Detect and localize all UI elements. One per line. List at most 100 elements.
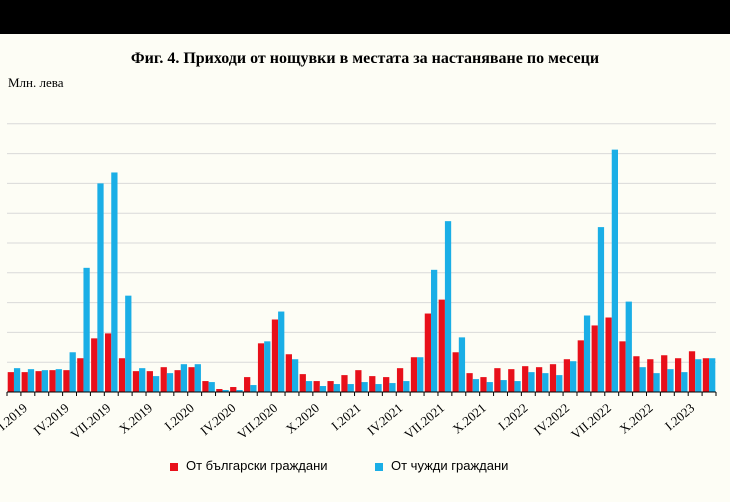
bar-bulgarian-X.2021 (466, 373, 473, 392)
bar-foreign-IV.2019 (55, 369, 62, 392)
bar-foreign-III.2019 (41, 370, 49, 392)
x-tick-label: I.2019 (0, 400, 30, 433)
bar-bulgarian-XI.2020 (313, 381, 320, 392)
x-tick-label: I.2022 (495, 400, 530, 433)
bar-bulgarian-XI.2021 (480, 377, 487, 392)
y-axis-label: Млн. лева (8, 75, 64, 90)
bar-bulgarian-V.2021 (396, 368, 404, 392)
bar-foreign-II.2020 (194, 364, 201, 392)
bar-bulgarian-XII.2020 (327, 381, 334, 392)
bar-foreign-I.2020 (180, 364, 188, 392)
bar-bulgarian-IX.2020 (285, 354, 292, 392)
bar-foreign-II.2022 (528, 372, 535, 392)
legend-item-foreign: От чужди граждани (375, 458, 508, 473)
x-tick-label: IV.2022 (531, 400, 572, 438)
bar-foreign-X.2019 (139, 368, 146, 392)
bar-foreign-VIII.2022 (611, 149, 618, 392)
x-tick-label: IV.2019 (30, 400, 71, 438)
bar-foreign-III.2023 (709, 358, 716, 392)
bar-foreign-II.2023 (695, 359, 702, 392)
bar-foreign-V.2019 (69, 352, 76, 392)
bar-bulgarian-VI.2020 (244, 377, 251, 392)
bar-foreign-III.2022 (542, 373, 549, 392)
bar-foreign-I.2023 (681, 372, 688, 392)
x-tick-label: X.2022 (616, 400, 655, 436)
x-tick-label: X.2019 (116, 400, 155, 436)
top-black-bar (0, 0, 730, 34)
bar-foreign-II.2021 (361, 382, 368, 392)
bar-bulgarian-III.2020 (202, 381, 209, 392)
bar-bulgarian-XI.2019 (146, 371, 153, 392)
bar-bulgarian-VII.2021 (424, 313, 432, 392)
bar-foreign-I.2022 (514, 381, 521, 392)
bar-foreign-VIII.2021 (444, 221, 452, 392)
bar-bulgarian-IX.2022 (619, 341, 626, 392)
bar-bulgarian-I.2020 (174, 370, 181, 392)
bar-bulgarian-II.2021 (355, 370, 362, 392)
bar-foreign-IX.2020 (291, 359, 299, 392)
bar-bulgarian-VI.2021 (410, 357, 418, 392)
bar-bulgarian-IV.2021 (383, 377, 390, 392)
bar-bulgarian-V.2020 (230, 387, 237, 392)
bar-bulgarian-XII.2022 (661, 355, 668, 392)
bar-foreign-III.2020 (208, 382, 215, 392)
bar-bulgarian-III.2023 (702, 358, 710, 392)
bar-foreign-VII.2021 (431, 269, 438, 392)
x-tick-label: VII.2020 (234, 400, 280, 442)
x-tick-label: X.2021 (450, 400, 489, 436)
bar-foreign-XII.2019 (166, 373, 174, 392)
bar-bulgarian-I.2021 (341, 375, 348, 392)
x-axis (6, 391, 717, 396)
bar-foreign-III.2021 (375, 384, 382, 392)
bar-foreign-VII.2020 (264, 341, 271, 392)
bar-foreign-XII.2022 (667, 369, 674, 392)
bar-foreign-IV.2020 (222, 390, 229, 392)
bar-bulgarian-III.2019 (35, 371, 42, 392)
bar-bulgarian-XII.2019 (160, 367, 167, 392)
bar-bulgarian-VII.2022 (591, 325, 598, 392)
bar-bulgarian-II.2023 (688, 351, 696, 392)
x-tick-label: I.2021 (328, 400, 363, 433)
bar-foreign-XII.2020 (333, 384, 340, 392)
bar-bulgarian-IX.2021 (452, 352, 459, 392)
bar-bulgarian-IV.2022 (549, 364, 557, 392)
bar-foreign-IV.2022 (556, 375, 563, 392)
bar-bulgarian-III.2021 (369, 376, 376, 392)
bar-foreign-XI.2022 (653, 373, 660, 392)
bar-foreign-X.2021 (472, 379, 479, 392)
bar-foreign-VI.2022 (583, 315, 591, 392)
bar-bulgarian-VIII.2022 (605, 317, 612, 392)
bar-bulgarian-IX.2019 (118, 358, 126, 392)
bar-foreign-V.2020 (236, 390, 243, 392)
bar-bulgarian-II.2019 (21, 372, 28, 392)
legend-label-foreign: От чужди граждани (391, 458, 509, 473)
bar-bulgarian-IV.2019 (49, 370, 56, 392)
bar-bulgarian-VIII.2020 (271, 319, 279, 392)
x-tick-label: VII.2021 (401, 400, 447, 442)
chart-title: Фиг. 4. Приходи от нощувки в местата за … (130, 50, 600, 67)
bar-bulgarian-VII.2020 (257, 343, 265, 392)
bar-bulgarian-III.2022 (535, 367, 543, 392)
x-tick-label: I.2020 (161, 400, 196, 433)
bar-foreign-VII.2022 (597, 227, 605, 392)
chart-panel (0, 34, 730, 502)
bar-foreign-VI.2021 (417, 357, 424, 392)
bar-bulgarian-I.2019 (7, 372, 14, 392)
bar-bulgarian-V.2019 (63, 370, 70, 392)
bar-bulgarian-VIII.2019 (105, 333, 112, 392)
x-tick-label: X.2020 (283, 400, 322, 436)
bar-foreign-V.2022 (570, 361, 577, 392)
bar-bulgarian-VIII.2021 (438, 299, 445, 392)
bar-foreign-I.2019 (13, 368, 21, 392)
bar-foreign-VII.2019 (97, 183, 104, 392)
bar-foreign-IV.2021 (389, 383, 396, 392)
bar-bulgarian-II.2020 (188, 367, 195, 392)
bar-bulgarian-VI.2019 (77, 358, 84, 392)
bar-foreign-XI.2019 (152, 376, 160, 392)
bar-foreign-XI.2021 (486, 382, 493, 392)
legend-swatch-foreign (375, 462, 383, 471)
bar-bulgarian-X.2019 (132, 371, 140, 392)
bar-bulgarian-IV.2020 (216, 389, 223, 392)
